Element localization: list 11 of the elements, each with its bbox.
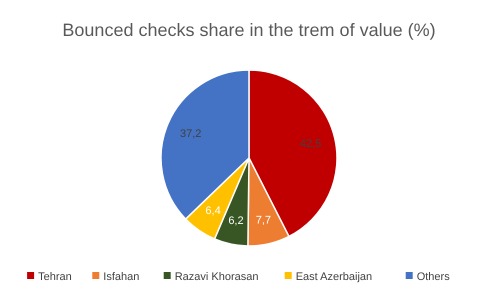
data-label: 37,2 (180, 128, 202, 140)
legend-label: Razavi Khorasan (174, 270, 258, 283)
legend-label: Tehran (38, 270, 72, 283)
chart-title: Bounced checks share in the trem of value (%) (62, 20, 436, 40)
legend-label: East Azerbaijan (296, 270, 372, 283)
legend-label: Others (416, 270, 450, 283)
data-label: 6,2 (228, 214, 244, 227)
data-label: 6,4 (205, 205, 221, 218)
data-label: 7,7 (256, 214, 272, 227)
legend-label: Isfahan (103, 270, 140, 283)
data-label: 42,5 (300, 138, 322, 150)
